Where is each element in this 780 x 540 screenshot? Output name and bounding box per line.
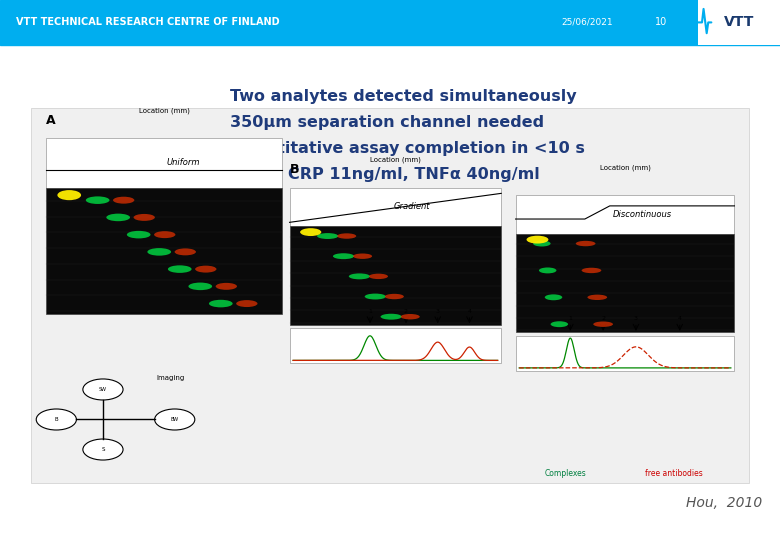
Ellipse shape	[127, 231, 151, 239]
Text: 1: 1	[569, 316, 573, 321]
Circle shape	[83, 439, 123, 460]
Ellipse shape	[349, 273, 370, 279]
Ellipse shape	[106, 214, 130, 221]
Bar	[31, 108, 749, 483]
Ellipse shape	[195, 266, 216, 273]
Ellipse shape	[133, 214, 155, 221]
Text: 350µm separation channel needed: 350µm separation channel needed	[230, 115, 544, 130]
Ellipse shape	[539, 267, 556, 273]
Ellipse shape	[587, 295, 607, 300]
Ellipse shape	[300, 228, 321, 236]
Bar	[516, 234, 735, 332]
Text: 3: 3	[634, 316, 638, 321]
Text: Hou,  2010: Hou, 2010	[686, 496, 763, 510]
Bar	[45, 187, 282, 314]
Text: free antibodies: free antibodies	[644, 469, 702, 478]
Ellipse shape	[576, 241, 595, 246]
Circle shape	[154, 409, 195, 430]
Text: VTT TECHNICAL RESEARCH CENTRE OF FINLAND: VTT TECHNICAL RESEARCH CENTRE OF FINLAND	[16, 17, 279, 28]
Bar	[45, 138, 282, 187]
Text: S: S	[101, 447, 105, 452]
Ellipse shape	[86, 197, 109, 204]
Text: Location (mm): Location (mm)	[600, 164, 651, 171]
Bar	[516, 335, 735, 370]
Text: Imaging: Imaging	[157, 375, 185, 381]
Text: B: B	[55, 417, 58, 422]
Ellipse shape	[337, 233, 356, 239]
Text: Gradient: Gradient	[394, 202, 431, 211]
Ellipse shape	[209, 300, 232, 307]
Ellipse shape	[582, 268, 601, 273]
Ellipse shape	[189, 282, 212, 290]
Text: A: A	[45, 114, 55, 127]
Text: 3: 3	[436, 309, 440, 314]
Ellipse shape	[147, 248, 171, 255]
Ellipse shape	[551, 321, 568, 327]
Text: LODs: CRP 11ng/ml, TNFα 40ng/ml: LODs: CRP 11ng/ml, TNFα 40ng/ml	[230, 167, 540, 182]
FancyBboxPatch shape	[698, 0, 780, 45]
Ellipse shape	[526, 235, 548, 244]
Text: 2: 2	[404, 309, 408, 314]
Ellipse shape	[317, 233, 339, 239]
Ellipse shape	[236, 300, 257, 307]
Text: 10: 10	[655, 17, 668, 28]
Text: VTT: VTT	[724, 16, 753, 29]
Text: Uniform: Uniform	[166, 158, 200, 167]
Bar	[289, 187, 502, 226]
Bar	[0, 0, 780, 45]
Text: SW: SW	[99, 387, 107, 392]
Text: Location (mm): Location (mm)	[370, 157, 421, 163]
Text: Two analytes detected simultaneously: Two analytes detected simultaneously	[230, 89, 576, 104]
Bar	[289, 328, 502, 363]
Ellipse shape	[175, 248, 196, 255]
Text: 4: 4	[467, 309, 471, 314]
Text: 1: 1	[368, 309, 372, 314]
Text: Discontinuous: Discontinuous	[613, 210, 672, 219]
Text: 4: 4	[678, 316, 682, 321]
Ellipse shape	[58, 190, 81, 200]
Text: 2: 2	[601, 316, 605, 321]
Ellipse shape	[113, 197, 134, 204]
Text: 25/06/2021: 25/06/2021	[562, 18, 613, 27]
Text: B: B	[289, 163, 299, 176]
Ellipse shape	[401, 314, 420, 319]
Text: Complexes: Complexes	[545, 469, 587, 478]
Circle shape	[36, 409, 76, 430]
Bar	[516, 195, 735, 234]
Ellipse shape	[365, 294, 386, 300]
Ellipse shape	[353, 253, 372, 259]
Ellipse shape	[381, 314, 402, 320]
Ellipse shape	[544, 294, 562, 300]
Circle shape	[83, 379, 123, 400]
Ellipse shape	[385, 294, 404, 299]
Ellipse shape	[168, 265, 192, 273]
Ellipse shape	[594, 321, 613, 327]
Text: Location (mm): Location (mm)	[139, 107, 190, 113]
Text: Quantitative assay completion in <10 s: Quantitative assay completion in <10 s	[230, 141, 585, 156]
Ellipse shape	[333, 253, 354, 259]
Ellipse shape	[533, 241, 551, 246]
Ellipse shape	[215, 283, 237, 290]
Bar	[289, 226, 502, 325]
Ellipse shape	[369, 274, 388, 279]
Ellipse shape	[154, 231, 176, 238]
Text: BW: BW	[171, 417, 179, 422]
